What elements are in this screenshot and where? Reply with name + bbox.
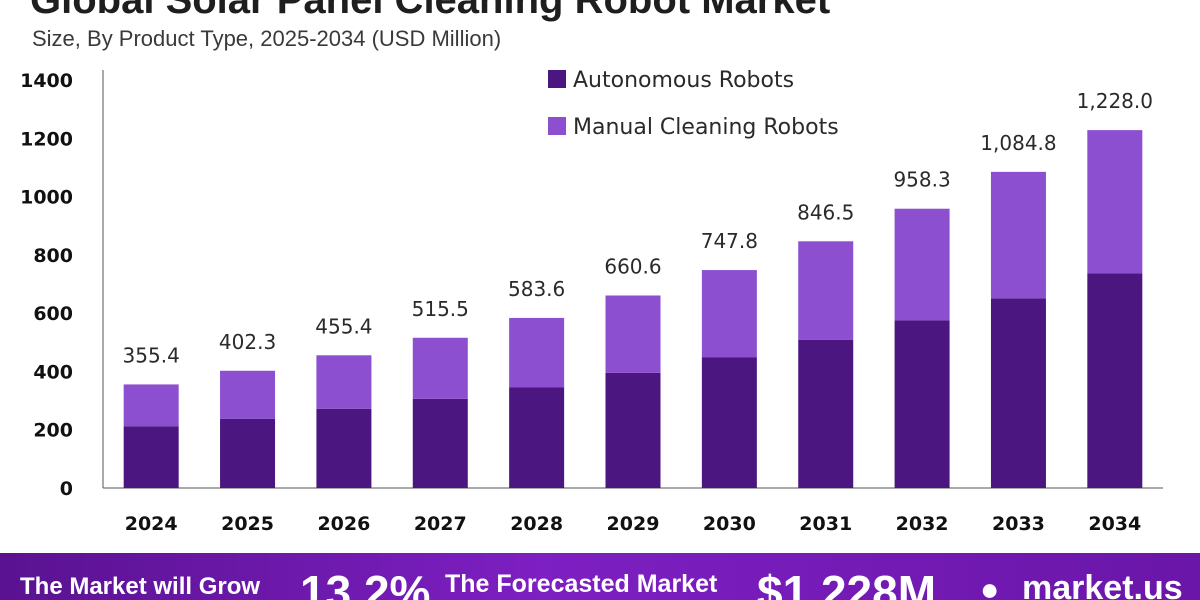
banner-growth-rate: 13.2% xyxy=(300,566,431,600)
data-labels: 355.4 402.3 455.4 515.5 583.6 660.6 747.8 846.5… xyxy=(123,89,1153,367)
chart-subtitle: Size, By Product Type, 2025-2034 (USD Mi… xyxy=(32,26,502,51)
legend-swatch xyxy=(548,117,566,135)
legend: Autonomous Robots Manual Cleaning Robots xyxy=(548,68,839,140)
bar-autonomous-2030 xyxy=(701,357,757,488)
x-tick-label: 2026 xyxy=(317,513,370,535)
x-tick-label: 2028 xyxy=(510,513,563,535)
bar-chart: 0 200 400 600 800 1000 1200 1400 355.4 402.3 455.… xyxy=(20,68,1163,535)
bar-autonomous-2024 xyxy=(123,426,179,488)
x-tick-label: 2024 xyxy=(125,513,178,535)
data-label-2033: 1,084.8 xyxy=(980,131,1056,155)
banner-grow-text: The Market will Grow xyxy=(20,573,261,600)
x-tick-label: 2033 xyxy=(992,513,1045,535)
banner-forecast-value: $1,228M xyxy=(757,566,937,600)
bar-autonomous-2026 xyxy=(316,408,372,488)
y-tick-label: 1000 xyxy=(20,187,73,209)
y-tick-label: 1200 xyxy=(20,128,73,150)
legend-label: Manual Cleaning Robots xyxy=(573,115,839,140)
data-label-2028: 583.6 xyxy=(508,277,565,301)
data-label-2032: 958.3 xyxy=(893,168,950,192)
data-label-2024: 355.4 xyxy=(123,343,180,367)
bar-manual-2028 xyxy=(509,317,565,388)
x-tick-label: 2034 xyxy=(1088,513,1141,535)
y-tick-label: 800 xyxy=(33,245,73,267)
x-tick-labels: 2024 2025 2026 2027 2028 2029 2030 2031 2032 2033… xyxy=(125,513,1142,535)
bar-manual-2034 xyxy=(1087,130,1143,274)
y-tick-label: 0 xyxy=(60,478,73,500)
bar-autonomous-2034 xyxy=(1087,273,1143,488)
legend-label: Autonomous Robots xyxy=(573,68,794,93)
chart-title: Global Solar Panel Cleaning Robot Market xyxy=(30,0,831,22)
x-tick-label: 2031 xyxy=(799,513,852,535)
x-tick-label: 2032 xyxy=(896,513,949,535)
bar-autonomous-2029 xyxy=(605,372,661,488)
bar-manual-2025 xyxy=(220,370,276,419)
bar-manual-2031 xyxy=(798,241,854,340)
y-tick-labels: 0 200 400 600 800 1000 1200 1400 xyxy=(20,70,73,500)
bar-manual-2026 xyxy=(316,355,372,409)
market-us-logo-icon: ● xyxy=(980,571,1000,600)
bar-group xyxy=(123,130,1143,488)
x-tick-label: 2030 xyxy=(703,513,756,535)
y-tick-label: 400 xyxy=(33,361,73,383)
data-label-2030: 747.8 xyxy=(701,229,758,253)
footer-banner: The Market will Grow 13.2% The Forecaste… xyxy=(0,553,1200,600)
bar-autonomous-2025 xyxy=(220,418,276,488)
market-us-logo: market.us xyxy=(1022,569,1183,600)
bar-autonomous-2031 xyxy=(798,339,854,488)
data-label-2026: 455.4 xyxy=(315,314,372,338)
y-tick-label: 1400 xyxy=(20,70,73,92)
bar-manual-2030 xyxy=(701,270,757,358)
x-tick-label: 2027 xyxy=(414,513,467,535)
bar-manual-2027 xyxy=(412,337,468,399)
bar-manual-2033 xyxy=(990,171,1046,299)
data-label-2034: 1,228.0 xyxy=(1077,89,1153,113)
x-tick-label: 2025 xyxy=(221,513,274,535)
bar-autonomous-2033 xyxy=(990,298,1046,488)
legend-swatch xyxy=(548,70,566,88)
bar-autonomous-2027 xyxy=(412,398,468,488)
data-label-2029: 660.6 xyxy=(604,254,661,278)
bar-manual-2032 xyxy=(894,208,950,321)
bar-manual-2024 xyxy=(123,384,179,427)
data-label-2025: 402.3 xyxy=(219,330,276,354)
data-label-2031: 846.5 xyxy=(797,200,854,224)
bar-autonomous-2028 xyxy=(509,387,565,488)
bar-autonomous-2032 xyxy=(894,320,950,488)
bar-manual-2029 xyxy=(605,295,661,373)
y-tick-label: 200 xyxy=(33,420,73,442)
y-tick-label: 600 xyxy=(33,303,73,325)
banner-forecast-text: The Forecasted Market xyxy=(445,570,718,598)
data-label-2027: 515.5 xyxy=(412,297,469,321)
x-tick-label: 2029 xyxy=(607,513,660,535)
